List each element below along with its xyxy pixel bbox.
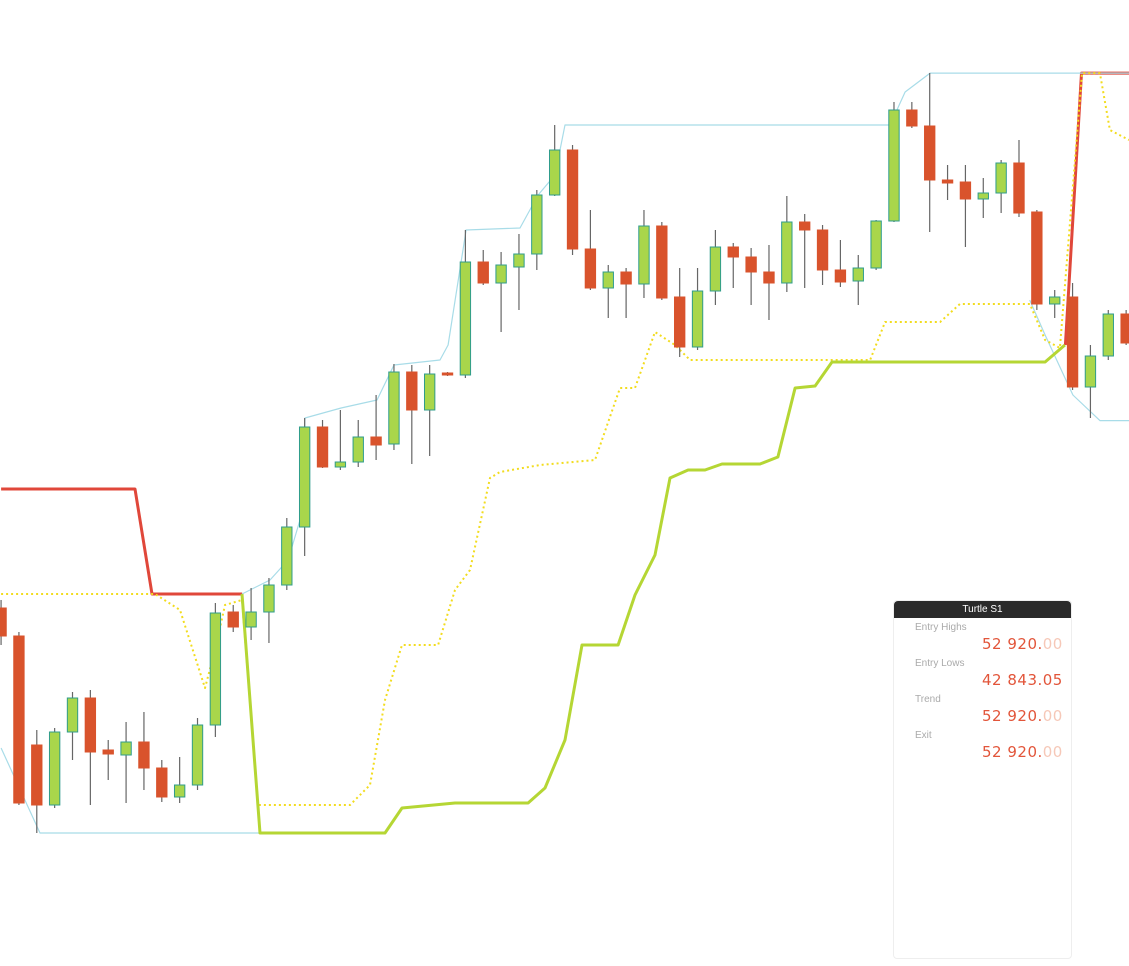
candle-body bbox=[173, 784, 186, 798]
candle-body bbox=[531, 194, 543, 255]
candle-body bbox=[1066, 296, 1079, 388]
candle-body bbox=[620, 271, 632, 285]
row-value: 52 920.00 bbox=[982, 743, 1063, 761]
row-label: Trend bbox=[915, 694, 941, 705]
candle-body bbox=[638, 225, 650, 285]
candle-body bbox=[263, 584, 275, 613]
candle-body bbox=[334, 461, 347, 468]
candle-body bbox=[406, 371, 418, 411]
candle-body bbox=[477, 261, 489, 284]
row-value: 42 843.05 bbox=[982, 671, 1063, 689]
candle-body bbox=[941, 179, 954, 184]
candle-body bbox=[31, 744, 43, 806]
candle-body bbox=[1120, 313, 1129, 344]
candle-body bbox=[906, 109, 918, 127]
candle-body bbox=[816, 229, 829, 271]
candle-body bbox=[1084, 355, 1097, 388]
candle-body bbox=[102, 749, 114, 755]
candle-body bbox=[138, 741, 150, 769]
value-faded: 00 bbox=[1042, 707, 1063, 725]
candle-body bbox=[1031, 211, 1043, 305]
candle-body bbox=[66, 697, 79, 733]
candle-body bbox=[745, 256, 757, 273]
value-main: 42 843.05 bbox=[982, 671, 1063, 689]
candle-body bbox=[513, 253, 525, 268]
candle-body bbox=[834, 269, 847, 283]
candle-body bbox=[316, 426, 329, 468]
candle-body bbox=[1102, 313, 1114, 357]
candle-body bbox=[870, 220, 882, 269]
candle-body bbox=[584, 248, 597, 289]
indicator-line bbox=[1, 71, 1129, 596]
candle-body bbox=[709, 246, 722, 292]
value-main: 52 920. bbox=[982, 707, 1043, 725]
candle-body bbox=[727, 246, 739, 258]
candle-body bbox=[48, 731, 61, 806]
candle-body bbox=[977, 192, 989, 200]
candle-body bbox=[691, 290, 704, 348]
candle-body bbox=[674, 296, 686, 348]
indicator-line bbox=[241, 72, 1129, 595]
candle-body bbox=[84, 697, 97, 753]
indicator-line bbox=[1, 72, 1129, 806]
candle-body bbox=[781, 221, 793, 284]
value-faded: 00 bbox=[1042, 743, 1063, 761]
candle-body bbox=[799, 221, 811, 231]
candle-body bbox=[656, 225, 668, 299]
value-main: 52 920. bbox=[982, 635, 1043, 653]
row-value: 52 920.00 bbox=[982, 635, 1063, 653]
candle-body bbox=[191, 724, 204, 786]
panel-row: Entry Highs 52 920.00 bbox=[894, 618, 1071, 654]
candle-body bbox=[566, 149, 579, 250]
candle-body bbox=[352, 436, 364, 463]
row-label: Entry Highs bbox=[915, 622, 967, 633]
candle-body bbox=[370, 436, 382, 446]
row-label: Exit bbox=[915, 730, 932, 741]
candle-body bbox=[602, 271, 614, 289]
candle-body bbox=[888, 109, 900, 222]
panel-row: Trend 52 920.00 bbox=[894, 690, 1071, 726]
candle-body bbox=[459, 261, 472, 376]
candle-body bbox=[495, 264, 507, 284]
info-panel: Turtle S1 Entry Highs 52 920.00 Entry Lows… bbox=[893, 600, 1072, 959]
candle-body bbox=[209, 612, 222, 726]
candle-body bbox=[852, 267, 864, 282]
candle-body bbox=[13, 635, 25, 804]
candle-body bbox=[120, 741, 132, 756]
value-main: 52 920. bbox=[982, 743, 1043, 761]
candle-body bbox=[1049, 296, 1061, 305]
candle-body bbox=[441, 372, 454, 376]
panel-row: Exit 52 920.00 bbox=[894, 726, 1071, 762]
row-label: Entry Lows bbox=[915, 658, 965, 669]
candle-body bbox=[245, 611, 257, 628]
candle-body bbox=[423, 373, 436, 411]
candle-body bbox=[0, 607, 7, 637]
row-value: 52 920.00 bbox=[982, 707, 1063, 725]
candle-body bbox=[763, 271, 775, 284]
candle-body bbox=[281, 526, 293, 586]
panel-row: Entry Lows 42 843.05 bbox=[894, 654, 1071, 690]
candle-body bbox=[548, 149, 561, 196]
indicator-line bbox=[240, 343, 1066, 835]
candle-body bbox=[924, 125, 936, 181]
candle-body bbox=[156, 767, 168, 798]
candle-body bbox=[1013, 162, 1025, 214]
candle-body bbox=[995, 162, 1007, 194]
candle-body bbox=[298, 426, 311, 528]
candle-body bbox=[959, 181, 972, 200]
candle-body bbox=[227, 611, 239, 628]
candle-body bbox=[388, 371, 400, 445]
panel-title: Turtle S1 bbox=[894, 601, 1071, 618]
value-faded: 00 bbox=[1042, 635, 1063, 653]
